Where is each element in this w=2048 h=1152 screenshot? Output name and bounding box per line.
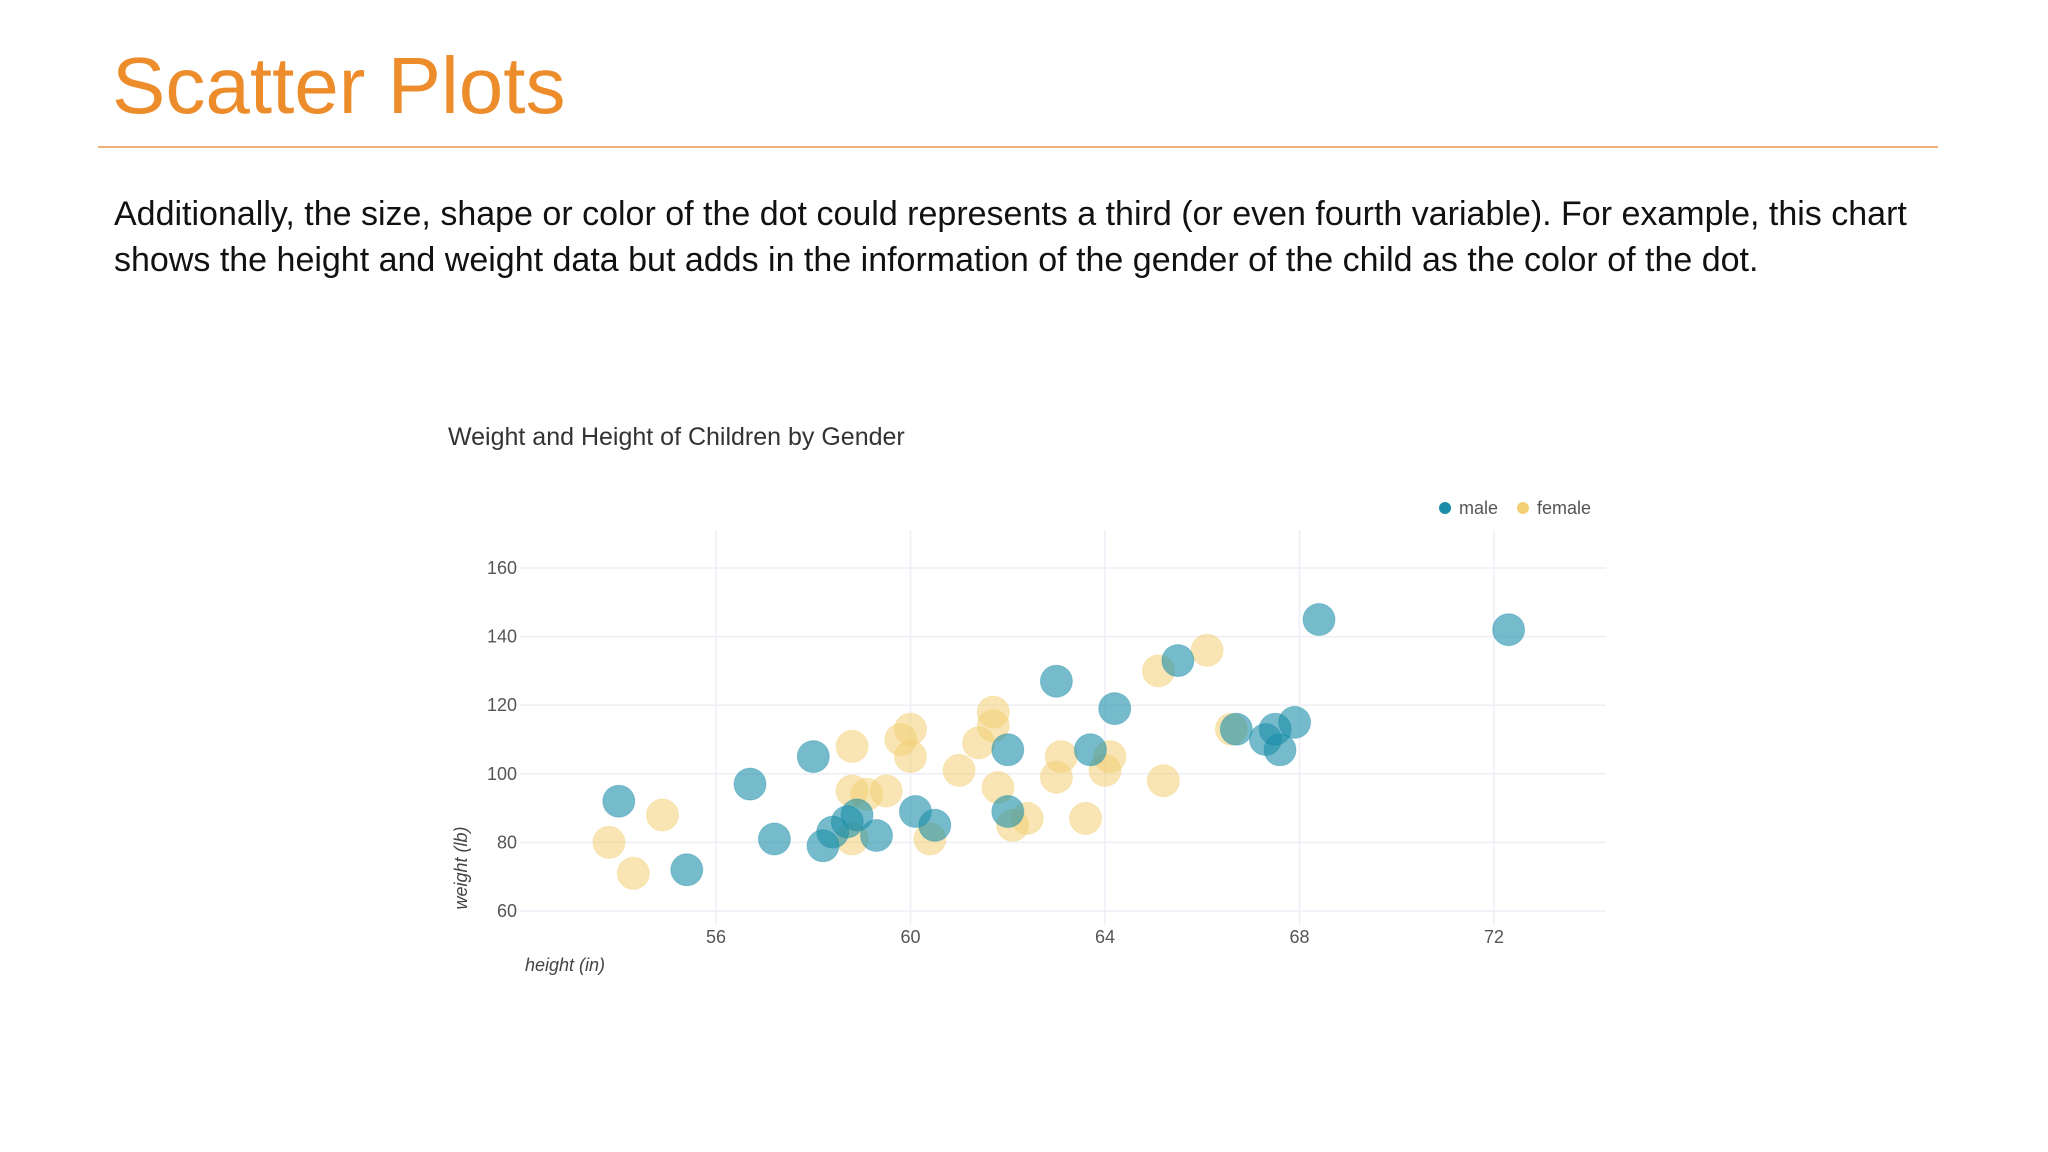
female-point (835, 822, 869, 856)
y-axis-label: weight (lb) (451, 826, 471, 909)
male-point (816, 815, 850, 849)
female-point (884, 723, 918, 756)
female-point (1214, 712, 1248, 746)
female-point (894, 740, 927, 774)
body-paragraph: Additionally, the size, shape or color o… (114, 195, 1907, 279)
y-tick-label: 60 (497, 901, 517, 921)
female-point (942, 753, 976, 787)
y-tick-label: 100 (487, 764, 517, 784)
y-tick-label: 120 (487, 695, 517, 715)
female-point (894, 712, 927, 746)
female-point (850, 777, 884, 811)
x-axis-label: height (in) (525, 955, 605, 975)
chart-title: Weight and Height of Children by Gender (448, 423, 905, 451)
female-point (646, 798, 679, 832)
y-tick-label: 80 (497, 832, 517, 852)
female-point (1069, 801, 1103, 835)
female-point (981, 771, 1015, 804)
legend-swatch-male (1439, 502, 1451, 514)
legend-swatch-female (1517, 502, 1529, 514)
male-point (733, 767, 767, 801)
female-point (1146, 764, 1180, 798)
male-point (1073, 733, 1107, 767)
female-point (962, 726, 996, 760)
male-point (670, 853, 704, 887)
female-point (996, 808, 1030, 842)
male-point (1219, 712, 1253, 746)
male-point (1302, 603, 1336, 636)
male-point (991, 795, 1025, 828)
male-point (796, 740, 830, 774)
female-point (1039, 760, 1073, 794)
male-point (860, 819, 893, 852)
female-point (976, 695, 1010, 729)
x-tick-label: 56 (706, 927, 726, 947)
male-point (1278, 705, 1312, 739)
female-point (869, 774, 903, 808)
female-point (1088, 753, 1122, 787)
x-tick-label: 72 (1484, 927, 1504, 947)
legend-label-male: male (1459, 498, 1498, 518)
male-point (1263, 733, 1297, 767)
male-point (991, 733, 1025, 767)
female-point (1190, 633, 1224, 667)
x-tick-label: 68 (1289, 927, 1309, 947)
legend: male female (1439, 498, 1591, 518)
female-point (835, 774, 869, 808)
female-point (835, 729, 869, 763)
plot-background (490, 470, 1606, 940)
male-point (840, 798, 874, 832)
female-point (976, 709, 1010, 743)
female-point (592, 825, 626, 859)
y-tick-label: 160 (487, 558, 517, 578)
male-point (918, 808, 952, 842)
points-layer (592, 603, 1526, 890)
male-point (757, 822, 791, 856)
female-point (1142, 654, 1175, 688)
slide-title: Scatter Plots (112, 41, 566, 130)
legend-label-female: female (1537, 498, 1591, 518)
female-point (1093, 740, 1127, 774)
male-point (1258, 712, 1292, 746)
male-point (830, 805, 864, 839)
male-point (806, 829, 840, 863)
male-point (1249, 723, 1282, 756)
y-tick-label: 140 (487, 627, 517, 647)
grid-layer (520, 530, 1606, 925)
x-tick-label: 60 (900, 927, 920, 947)
male-point (1492, 613, 1526, 647)
female-point (616, 856, 650, 890)
female-point (1010, 801, 1044, 835)
male-point (898, 795, 932, 828)
female-point (1044, 740, 1078, 774)
female-point (913, 822, 947, 856)
male-point (602, 784, 636, 818)
male-point (1161, 644, 1195, 678)
ticks-layer: 56 60 64 68 72 60 80 100 120 140 160 (487, 558, 1504, 947)
x-tick-label: 64 (1095, 927, 1115, 947)
male-point (1039, 664, 1073, 698)
male-point (1098, 692, 1132, 726)
title-divider (98, 146, 1938, 148)
